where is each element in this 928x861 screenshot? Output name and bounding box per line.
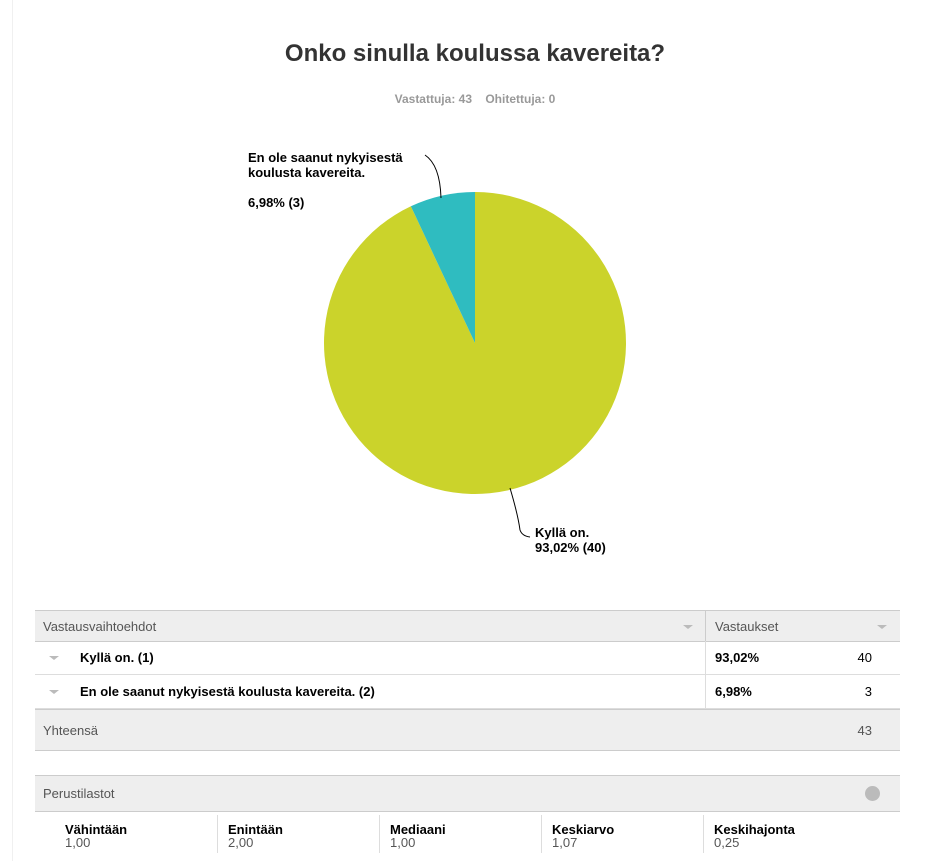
- pie: [323, 192, 626, 494]
- divider: [705, 641, 706, 674]
- table-header: Vastausvaihtoehdot Vastaukset: [35, 610, 900, 642]
- leader-line: [509, 487, 531, 538]
- help-icon[interactable]: [865, 786, 880, 801]
- chart: [323, 154, 626, 538]
- expand-arrow[interactable]: [49, 690, 59, 694]
- stat: Enintään 2,00: [217, 815, 378, 853]
- subtitle: Vastattuja: 43 Ohitettuja: 0: [0, 92, 928, 106]
- stat-label: Mediaani: [390, 822, 446, 837]
- answer: En ole saanut nykyisestä koulusta kavere…: [80, 684, 375, 699]
- slice-name: En ole saanut nykyisestä koulusta kavere…: [248, 150, 403, 180]
- stat: Keskihajonta 0,25: [703, 815, 864, 853]
- total-label: Yhteensä: [43, 722, 98, 738]
- percent: 93,02%: [715, 650, 760, 665]
- sort-arrow[interactable]: [683, 625, 693, 629]
- slice-label: En ole saanut nykyisestä koulusta kavere…: [248, 150, 448, 210]
- divider: [705, 675, 706, 708]
- sort-arrow[interactable]: [877, 625, 887, 629]
- left-edge: [0, 0, 13, 861]
- pie-slice: [410, 192, 475, 343]
- stat: Vähintään 1,00: [65, 823, 215, 853]
- divider: [705, 611, 706, 641]
- stat-value: 1,07: [552, 835, 578, 850]
- stat-label: Vähintään: [65, 822, 128, 837]
- skipped: Ohitettuja: 0: [485, 92, 556, 106]
- slice-name: Kyllä on.: [535, 525, 590, 540]
- stat-label: Enintään: [228, 822, 283, 837]
- stat-value: 1,00: [390, 835, 416, 850]
- stats-row: Vähintään 1,00 Enintään 2,00 Mediaani 1,00 Kes…: [65, 815, 900, 853]
- answer: Kyllä on. (1): [80, 650, 154, 665]
- stat: Keskiarvo 1,07: [541, 815, 702, 853]
- stat: Mediaani 1,00: [379, 815, 540, 853]
- slice-label: Kyllä on. 93,02% (40): [535, 525, 606, 555]
- count: 3: [864, 684, 872, 699]
- table-total: Yhteensä 43: [35, 709, 900, 751]
- expand-arrow[interactable]: [49, 656, 59, 660]
- total-count: 43: [857, 722, 872, 738]
- stat-label: Keskiarvo: [552, 822, 615, 837]
- slice-value: 6,98% (3): [248, 195, 305, 210]
- stat-label: Keskihajonta: [714, 822, 795, 837]
- percent: 6,98%: [715, 684, 752, 699]
- stats-title: Perustilastot: [43, 786, 115, 801]
- leader-line: [424, 154, 442, 199]
- table-row: En ole saanut nykyisestä koulusta kavere…: [35, 675, 900, 709]
- stat-value: 2,00: [228, 835, 254, 850]
- stat-value: 0,25: [714, 835, 740, 850]
- answered: Vastattuja: 43: [394, 92, 472, 106]
- stat-value: 1,00: [65, 835, 91, 850]
- header-cell[interactable]: Vastausvaihtoehdot: [43, 618, 157, 634]
- header-cell[interactable]: Vastaukset: [715, 618, 779, 634]
- table-row: Kyllä on. (1) 93,02% 40: [35, 641, 900, 675]
- stats-header: Perustilastot: [35, 775, 900, 812]
- chart-title: Onko sinulla koulussa kavereita?: [284, 40, 666, 67]
- count: 40: [857, 650, 872, 665]
- slice-value: 93,02% (40): [535, 540, 606, 555]
